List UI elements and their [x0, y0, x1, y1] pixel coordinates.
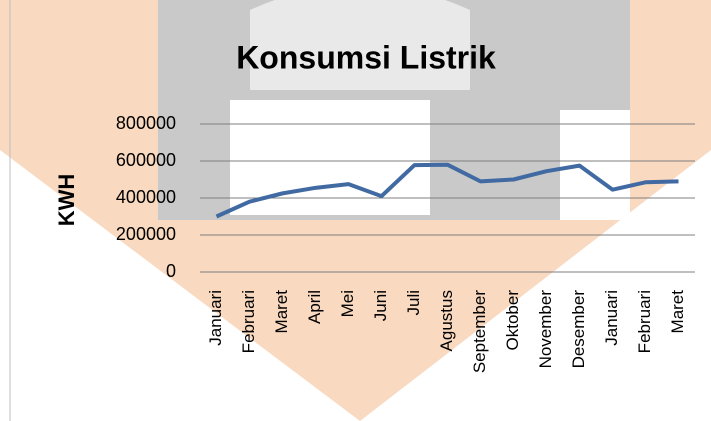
x-tick-label: Februari [239, 290, 258, 353]
x-tick-label: Juli [404, 290, 423, 316]
x-tick-label: Maret [272, 290, 291, 334]
y-tick-label: 800000 [116, 113, 176, 133]
x-tick-label: April [305, 290, 324, 324]
x-tick-label: Agustus [437, 290, 456, 351]
y-tick-label: 600000 [116, 150, 176, 170]
x-tick-label: September [470, 290, 489, 373]
x-tick-label: Oktober [503, 290, 522, 351]
x-tick-label: Februari [635, 290, 654, 353]
x-tick-label: November [536, 290, 555, 369]
x-tick-label: Juni [371, 290, 390, 321]
y-tick-label: 400000 [116, 187, 176, 207]
watermark-arc [250, 0, 470, 90]
x-tick-label: Desember [569, 290, 588, 369]
y-axis-label: KWH [54, 174, 79, 227]
x-tick-label: Januari [206, 290, 225, 346]
line-series [215, 162, 679, 219]
plot: 0 200000 400000 600000 800000 Januari Februari… [116, 113, 695, 373]
watermark-block [560, 110, 630, 220]
x-tick-label: Januari [602, 290, 621, 346]
watermark-book [230, 100, 430, 215]
chart-title: Konsumsi Listrik [236, 39, 496, 75]
x-tick-label: Maret [668, 290, 687, 334]
y-tick-label: 200000 [116, 224, 176, 244]
y-tick-label: 0 [166, 261, 176, 281]
x-tick-label: Mei [338, 290, 357, 317]
